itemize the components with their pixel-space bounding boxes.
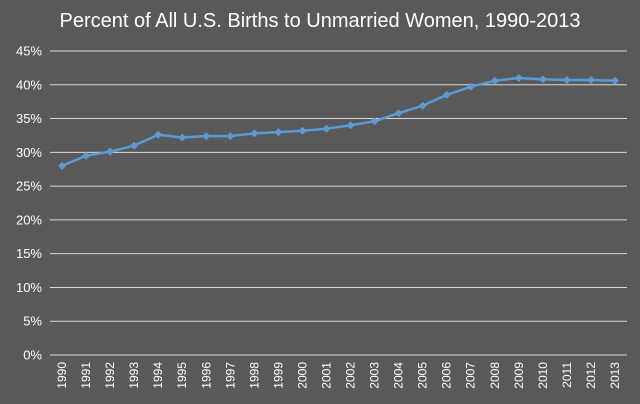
data-point [106,147,115,156]
data-point [610,76,619,85]
y-tick-label: 10% [16,280,42,295]
x-tick-label: 2008 [488,362,502,389]
x-tick-label: 2003 [368,362,382,389]
data-point [226,132,235,141]
data-point [202,132,211,141]
data-point [322,124,331,133]
data-point [418,101,427,110]
x-tick-label: 1995 [175,362,189,389]
x-tick-label: 2000 [295,362,309,389]
data-point [274,128,283,137]
x-tick-label: 1998 [247,362,261,389]
data-point [394,109,403,118]
data-point [346,121,355,130]
x-tick-label: 1992 [103,362,117,389]
x-tick-label: 2012 [584,362,598,389]
data-point [538,75,547,84]
x-tick-label: 2002 [344,362,358,389]
x-tick-label: 2007 [464,362,478,389]
data-point [82,151,91,160]
x-tick-label: 1990 [55,362,69,389]
data-point [178,133,187,142]
x-tick-label: 1999 [271,362,285,389]
y-tick-label: 35% [16,111,42,126]
x-tick-label: 1996 [199,362,213,389]
data-point [298,126,307,135]
y-tick-label: 25% [16,179,42,194]
y-tick-label: 30% [16,145,42,160]
data-point [562,76,571,85]
data-point [250,129,259,138]
y-tick-label: 45% [16,44,42,59]
data-point [154,130,163,139]
x-tick-label: 2005 [416,362,430,389]
data-point [586,76,595,85]
data-point [370,117,379,126]
x-tick-label: 2010 [536,362,550,389]
x-tick-label: 1993 [127,362,141,389]
data-point [466,82,475,91]
x-tick-label: 2006 [440,362,454,389]
y-tick-label: 40% [16,77,42,92]
y-tick-label: 15% [16,246,42,261]
x-tick-label: 2009 [512,362,526,389]
x-tick-label: 2001 [319,362,333,389]
data-point [58,161,67,170]
data-point [130,141,139,150]
x-tick-label: 1991 [79,362,93,389]
x-tick-label: 1997 [223,362,237,389]
x-tick-label: 2004 [392,362,406,389]
y-tick-label: 0% [23,348,42,363]
chart-title: Percent of All U.S. Births to Unmarried … [59,10,581,32]
series-line [61,76,616,167]
y-tick-label: 20% [16,212,42,227]
x-tick-label: 2011 [560,362,574,388]
data-point [514,74,523,83]
x-tick-label: 1994 [151,362,165,389]
data-point [490,76,499,85]
data-point [442,90,451,99]
y-tick-label: 5% [23,314,42,329]
x-tick-label: 2013 [608,362,622,389]
